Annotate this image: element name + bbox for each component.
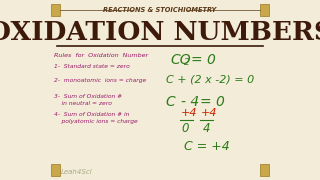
Text: C = +4: C = +4 <box>184 140 230 153</box>
FancyBboxPatch shape <box>51 4 60 16</box>
Text: +4: +4 <box>200 108 217 118</box>
Text: = 0: = 0 <box>200 95 225 109</box>
Text: REACTIONS & STOICHIOMETRY: REACTIONS & STOICHIOMETRY <box>103 7 217 13</box>
Text: 4-  Sum of Oxidation # in
    polyatomic ions = charge: 4- Sum of Oxidation # in polyatomic ions… <box>54 112 138 124</box>
FancyBboxPatch shape <box>260 164 269 176</box>
Text: OXIDATION NUMBERS: OXIDATION NUMBERS <box>0 19 320 44</box>
Text: Leah4Sci: Leah4Sci <box>61 169 93 175</box>
Text: 2-  monoatomic  ions = charge: 2- monoatomic ions = charge <box>54 78 146 83</box>
Text: 0: 0 <box>182 122 189 135</box>
Text: Rules  for  Oxidation  Number: Rules for Oxidation Number <box>54 53 148 58</box>
Text: 1-  Standard state = zero: 1- Standard state = zero <box>54 64 130 69</box>
Text: C: C <box>165 95 175 109</box>
Text: = 0: = 0 <box>191 53 216 67</box>
Text: +4: +4 <box>181 108 197 118</box>
FancyBboxPatch shape <box>260 4 269 16</box>
Text: 3-  Sum of Oxidation #
    in neutral = zero: 3- Sum of Oxidation # in neutral = zero <box>54 94 122 106</box>
Text: 4: 4 <box>203 122 211 135</box>
Text: CO: CO <box>171 53 191 67</box>
FancyBboxPatch shape <box>51 164 60 176</box>
Text: 2: 2 <box>184 58 190 67</box>
Text: C + (2 x -2) = 0: C + (2 x -2) = 0 <box>165 74 254 84</box>
Text: - 4: - 4 <box>181 95 199 109</box>
